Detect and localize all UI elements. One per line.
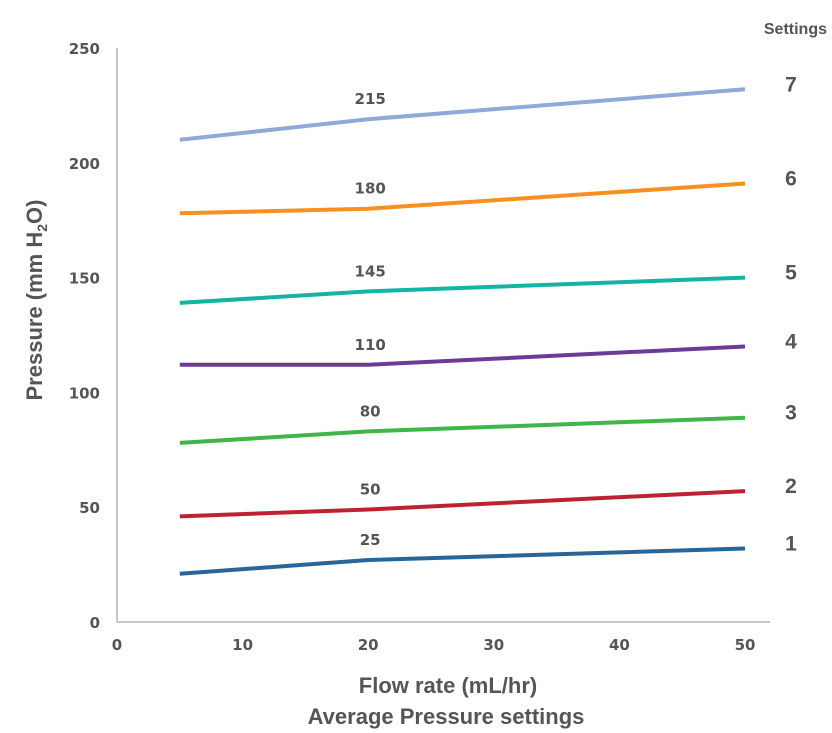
series-line-setting-6 (179, 181, 746, 216)
x-tick-labels: 0 10 20 30 40 50 (112, 636, 756, 654)
y-tick-label: 150 (69, 270, 100, 288)
setting-number-6: 6 (785, 167, 797, 190)
series-line-setting-4 (179, 344, 746, 367)
x-tick-label: 40 (609, 636, 630, 654)
axes (116, 48, 770, 623)
point-label-setting-1: 25 (360, 531, 381, 549)
y-tick-label: 100 (69, 384, 100, 402)
series-line-setting-7 (179, 87, 746, 142)
series-line-setting-1 (179, 546, 746, 576)
y-axis-title-subscript: 2 (34, 224, 50, 232)
point-label-setting-5: 145 (355, 262, 386, 280)
x-tick-label: 10 (232, 636, 253, 654)
setting-number-7: 7 (785, 73, 797, 96)
chart-caption: Average Pressure settings (308, 704, 585, 729)
x-tick-label: 0 (112, 636, 122, 654)
point-label-setting-4: 110 (355, 336, 386, 354)
point-labels: 25 50 80 110 145 180 215 (355, 90, 386, 549)
series-line-setting-5 (179, 275, 746, 305)
setting-number-2: 2 (785, 475, 797, 498)
y-tick-labels: 0 50 100 150 200 250 (69, 40, 100, 632)
x-axis-title: Flow rate (mL/hr) (359, 673, 537, 698)
setting-number-3: 3 (785, 402, 797, 425)
point-label-setting-7: 215 (355, 90, 386, 108)
series-line-setting-2 (179, 489, 746, 519)
setting-number-4: 4 (785, 330, 797, 353)
setting-labels: 1 2 3 4 5 6 7 (785, 73, 797, 555)
setting-number-1: 1 (785, 533, 797, 556)
y-axis-title-end: O) (22, 200, 47, 224)
y-axis-title: Pressure (mm H2O) (22, 200, 50, 401)
x-tick-label: 30 (483, 636, 504, 654)
x-tick-label: 20 (358, 636, 379, 654)
point-label-setting-6: 180 (355, 180, 386, 198)
y-tick-label: 250 (69, 40, 100, 58)
legend-title: Settings (764, 21, 827, 38)
setting-number-5: 5 (785, 262, 797, 285)
point-label-setting-3: 80 (360, 402, 381, 420)
series-line-setting-3 (179, 415, 746, 445)
point-label-setting-2: 50 (360, 480, 381, 498)
y-axis-title-main: Pressure (mm H (22, 232, 47, 401)
x-tick-label: 50 (735, 636, 756, 654)
y-tick-label: 200 (69, 155, 100, 173)
series-lines (179, 87, 746, 576)
y-tick-label: 0 (90, 614, 100, 632)
y-tick-label: 50 (79, 499, 100, 517)
